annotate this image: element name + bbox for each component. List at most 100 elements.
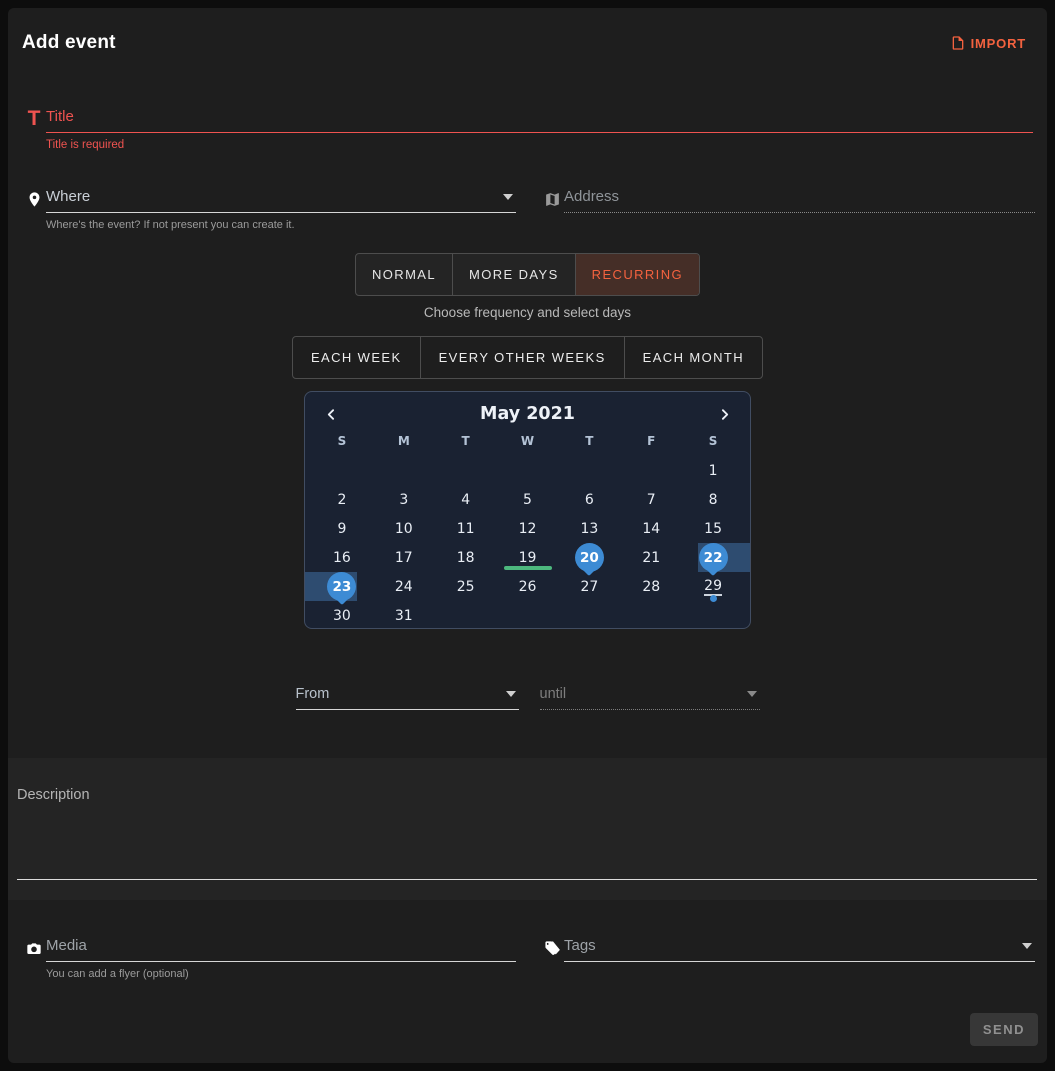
day-number: 1 [708, 462, 718, 479]
calendar-day[interactable]: 26 [497, 572, 559, 601]
day-number: 24 [394, 578, 413, 595]
calendar-day[interactable]: 7 [620, 485, 682, 514]
day-number: 18 [456, 549, 475, 566]
calendar-day[interactable]: 24 [373, 572, 435, 601]
description-input[interactable]: Description [8, 758, 1047, 900]
chevron-right-icon[interactable] [715, 405, 733, 423]
event-dot [709, 595, 717, 602]
send-button[interactable]: SEND [969, 1013, 1038, 1046]
calendar-day[interactable]: 19 [497, 543, 559, 572]
calendar-day[interactable]: 13 [558, 514, 620, 543]
calendar-day-empty [435, 601, 497, 630]
tab-recurring[interactable]: RECURRING [575, 254, 699, 295]
calendar-day[interactable]: 28 [620, 572, 682, 601]
chevron-left-icon[interactable] [322, 405, 340, 423]
address-input[interactable]: Address [564, 188, 1035, 213]
calendar-day[interactable]: 31 [373, 601, 435, 630]
day-number: 2 [337, 491, 347, 508]
calendar-day[interactable]: 23 [305, 572, 373, 606]
from-select[interactable]: From [295, 686, 519, 710]
calendar-day[interactable]: 22 [682, 543, 751, 577]
calendar-day-empty [558, 601, 620, 630]
calendar-day[interactable]: 5 [497, 485, 559, 514]
day-number: 14 [642, 520, 661, 537]
chevron-down-icon [505, 691, 516, 697]
calendar-day[interactable]: 16 [311, 543, 373, 572]
media-helper-text: You can add a flyer (optional) [46, 968, 189, 980]
calendar-day[interactable]: 12 [497, 514, 559, 543]
day-number: 10 [394, 520, 413, 537]
calendar-day[interactable]: 30 [311, 601, 373, 630]
calendar-week-row: 2 3 4 5 6 7 8 [311, 485, 744, 514]
title-placeholder: Title [46, 108, 74, 125]
day-number: 12 [518, 520, 537, 537]
calendar-day[interactable]: 27 [558, 572, 620, 601]
weekday-label: T [585, 434, 594, 448]
import-label: IMPORT [970, 35, 1026, 51]
import-button[interactable]: IMPORT [950, 35, 1026, 51]
calendar-day[interactable]: 17 [373, 543, 435, 572]
day-number: 4 [461, 491, 471, 508]
tags-select[interactable]: Tags [564, 937, 1035, 962]
weekday-label: W [520, 434, 535, 448]
tags-placeholder: Tags [564, 937, 596, 954]
calendar-day[interactable]: 10 [373, 514, 435, 543]
day-number: 21 [642, 549, 661, 566]
day-number: 15 [704, 520, 722, 537]
text-title-icon: T [27, 107, 41, 130]
tab-more-days[interactable]: MORE DAYS [453, 254, 576, 295]
calendar-day[interactable]: 2 [311, 485, 373, 514]
chevron-down-icon [746, 691, 757, 697]
day-number: 5 [523, 491, 532, 508]
calendar-day[interactable]: 6 [558, 485, 620, 514]
freq-each-month[interactable]: EACH MONTH [625, 337, 762, 378]
calendar-week-row: 16 17 18 19 20 21 22 [311, 543, 751, 577]
calendar-day[interactable]: 20 [558, 543, 620, 577]
frequency-hint: Choose frequency and select days [423, 305, 632, 320]
where-select[interactable]: Where [46, 188, 516, 213]
weekday-label: F [647, 434, 656, 448]
calendar-day[interactable]: 9 [311, 514, 373, 543]
tab-normal[interactable]: NORMAL [356, 254, 454, 295]
calendar-header: May 2021 [311, 400, 744, 428]
frequency-options: EACH WEEK EVERY OTHER WEEKS EACH MONTH [291, 336, 764, 379]
calendar-day-empty [497, 601, 559, 630]
calendar-day[interactable]: 29 [682, 572, 744, 602]
media-field-block: Media You can add a flyer (optional) [22, 937, 516, 980]
tags-field-block: Tags [540, 937, 1035, 980]
event-type-tabs: NORMAL MORE DAYS RECURRING [354, 253, 700, 296]
day-number: 22 [698, 543, 728, 572]
add-event-dialog: Add event IMPORT T Title Title is requir… [8, 8, 1047, 1063]
calendar-day[interactable]: 18 [435, 543, 497, 572]
description-underline [17, 879, 1037, 880]
calendar-day[interactable]: 11 [435, 514, 497, 543]
calendar-day[interactable]: 3 [373, 485, 435, 514]
file-import-icon [950, 35, 966, 51]
day-number: 31 [394, 607, 413, 624]
day-number: 8 [708, 491, 718, 508]
time-row: From until [8, 686, 1047, 710]
calendar-month-title: May 2021 [480, 404, 575, 424]
title-error-text: Title is required [46, 139, 125, 151]
calendar-week-row: 9 10 11 12 13 14 15 [311, 514, 744, 543]
map-icon [540, 188, 564, 210]
calendar-day[interactable]: 14 [620, 514, 682, 543]
calendar-day[interactable]: 1 [682, 456, 744, 485]
calendar-week-row: 1 [311, 456, 744, 485]
calendar-day-empty [558, 456, 620, 485]
freq-each-week[interactable]: EACH WEEK [293, 337, 421, 378]
calendar-day-empty [620, 601, 682, 630]
title-field-block: T Title Title is required [22, 108, 1033, 151]
title-input[interactable]: Title [46, 108, 1033, 133]
calendar-day[interactable]: 15 [682, 514, 744, 543]
calendar-day[interactable]: 8 [682, 485, 744, 514]
calendar-day[interactable]: 25 [435, 572, 497, 601]
calendar-day[interactable]: 21 [620, 543, 682, 572]
until-select[interactable]: until [539, 686, 760, 710]
calendar-day[interactable]: 4 [435, 485, 497, 514]
footer-actions: SEND [8, 1013, 1038, 1046]
event-dot [338, 595, 346, 602]
freq-every-other-weeks[interactable]: EVERY OTHER WEEKS [421, 337, 625, 378]
media-input[interactable]: Media [46, 937, 516, 962]
